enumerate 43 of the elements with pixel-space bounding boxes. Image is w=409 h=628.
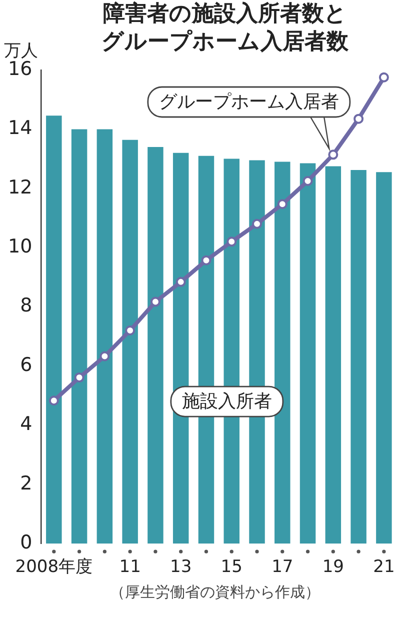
- x-tick-label: 15: [220, 557, 242, 578]
- point: [277, 199, 288, 210]
- x-tick-label: 11: [119, 557, 141, 578]
- bar: [46, 116, 62, 544]
- chart-title: 障害者の施設入所者数とグループホーム入居者数: [102, 0, 350, 55]
- y-tick-label: 2: [20, 472, 32, 494]
- point: [48, 396, 59, 406]
- point: [150, 296, 160, 307]
- series-label: 施設入所者: [182, 391, 272, 412]
- point: [226, 236, 237, 247]
- point: [201, 255, 212, 266]
- point: [328, 150, 338, 160]
- point: [354, 114, 364, 124]
- point: [100, 351, 110, 362]
- point: [302, 176, 313, 186]
- bar: [376, 172, 392, 544]
- x-tick-label: 19: [322, 557, 344, 578]
- bar: [122, 140, 138, 544]
- y-tick-label: 0: [20, 532, 32, 554]
- text: （厚生労働省の資料から作成）: [110, 582, 320, 601]
- x-tick-label: 21: [373, 557, 395, 578]
- point: [176, 276, 186, 287]
- x-tick-label: 13: [170, 557, 192, 578]
- bar: [274, 162, 290, 544]
- point: [125, 325, 136, 336]
- series-label: グループホーム入居者: [158, 92, 339, 113]
- y-tick-label: 10: [8, 236, 32, 258]
- x-tick-label: 2008年度: [15, 557, 93, 578]
- x-tick-label: 17: [272, 557, 294, 578]
- y-tick-label: 12: [8, 176, 32, 198]
- bar: [71, 129, 88, 544]
- y-tick-label: 4: [20, 413, 32, 436]
- bar: [325, 166, 342, 544]
- bar: [148, 146, 164, 544]
- bar: [300, 163, 316, 544]
- point: [378, 72, 389, 82]
- y-tick-label: 8: [20, 294, 32, 317]
- y-tick-label: 14: [8, 117, 32, 140]
- y-tick-label: 6: [20, 354, 32, 376]
- bar: [350, 170, 366, 544]
- bar: [96, 129, 113, 544]
- point: [74, 372, 84, 383]
- point: [252, 218, 262, 229]
